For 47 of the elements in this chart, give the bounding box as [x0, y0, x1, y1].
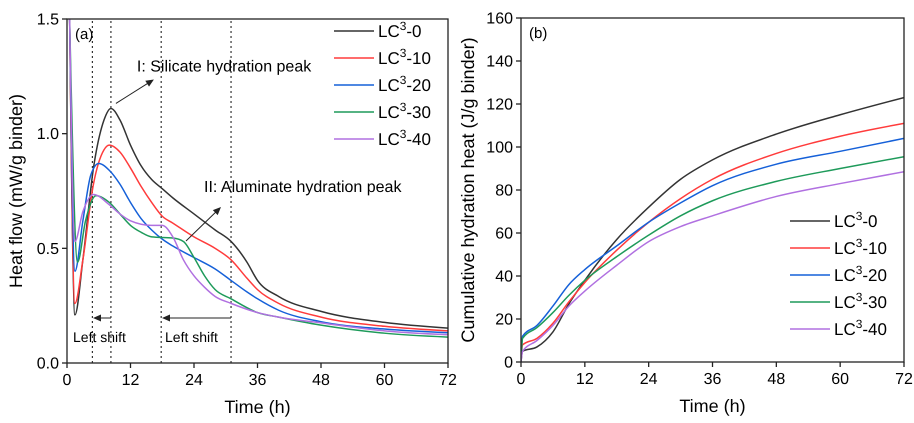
y-axis-title: Cumulative hydration heat (J/g binder) — [458, 37, 478, 343]
legend-label: LC$^{3}$-30 — [834, 290, 887, 312]
y-tick-label: 40 — [495, 268, 514, 286]
annotation: (a) — [75, 26, 94, 43]
legend-label: LC$^{3}$-30 — [378, 100, 431, 122]
x-tick-label: 12 — [576, 371, 594, 388]
x-axis-title: Time (h) — [224, 397, 291, 417]
y-tick-label: 0.0 — [36, 356, 60, 372]
x-tick-label: 72 — [895, 371, 913, 388]
y-tick-label: 80 — [495, 182, 514, 200]
x-tick-label: 36 — [704, 371, 722, 388]
x-tick-label: 48 — [767, 371, 786, 388]
x-tick-label: 72 — [439, 372, 457, 389]
annotation: Left shift — [165, 329, 218, 345]
legend-label: LC$^{3}$-20 — [378, 73, 431, 95]
y-tick-label: 60 — [495, 226, 514, 242]
y-tick-label: 120 — [486, 96, 514, 114]
x-tick-label: 0 — [516, 371, 526, 388]
legend-label: LC$^{3}$-10 — [834, 236, 887, 258]
y-tick-label: 1.5 — [36, 12, 60, 28]
x-tick-label: 60 — [831, 371, 850, 388]
legend-label: LC$^{3}$-0 — [378, 19, 422, 41]
y-tick-label: 100 — [486, 140, 514, 156]
x-tick-label: 12 — [122, 372, 140, 389]
y-tick-label: 140 — [486, 54, 514, 70]
legend-label: LC$^{3}$-40 — [834, 317, 887, 339]
x-tick-label: 48 — [312, 372, 330, 389]
annotation: Left shift — [73, 329, 126, 345]
x-tick-label: 24 — [185, 372, 203, 389]
x-tick-label: 60 — [376, 372, 394, 389]
annotation: I: Silicate hydration peak — [136, 58, 312, 76]
legend-label: LC$^{3}$-0 — [834, 209, 878, 231]
annotation: II: Aluminate hydration peak — [204, 179, 402, 196]
annotation: (b) — [529, 25, 548, 42]
x-tick-label: 0 — [62, 372, 72, 389]
legend-label: LC$^{3}$-40 — [378, 127, 431, 149]
y-tick-label: 1.0 — [36, 126, 60, 144]
legend-label: LC$^{3}$-20 — [834, 263, 887, 285]
y-tick-label: 0 — [504, 354, 514, 372]
legend-label: LC$^{3}$-10 — [378, 46, 431, 68]
x-tick-label: 36 — [248, 372, 266, 389]
y-axis-title: Heat flow (mW/g binder) — [6, 94, 26, 288]
y-tick-label: 0.5 — [36, 240, 60, 258]
y-tick-label: 20 — [495, 312, 514, 328]
y-tick-label: 160 — [486, 10, 514, 28]
x-tick-label: 24 — [640, 371, 658, 388]
x-axis-title: Time (h) — [679, 396, 746, 416]
